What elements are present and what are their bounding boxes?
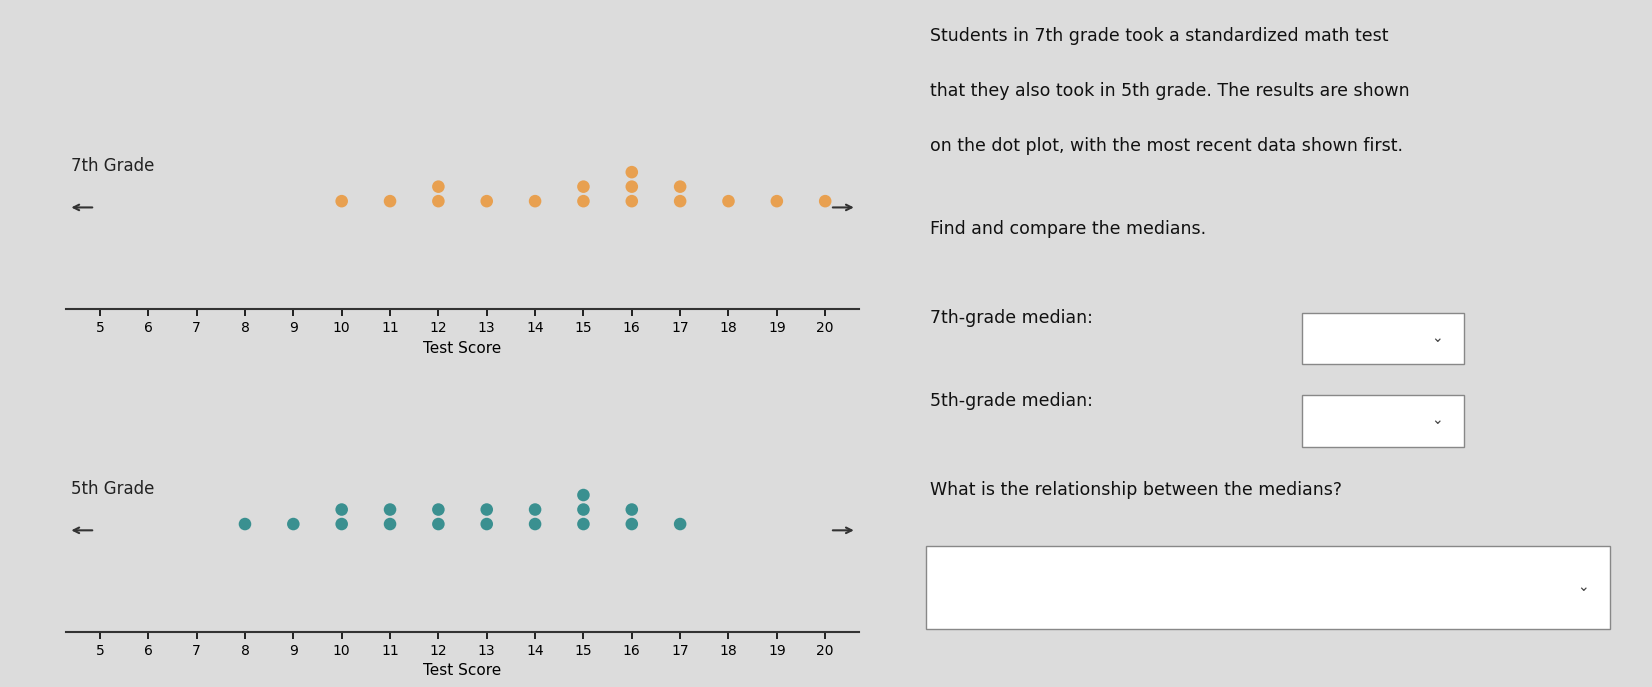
FancyBboxPatch shape (1302, 313, 1464, 364)
Text: What is the relationship between the medians?: What is the relationship between the med… (930, 481, 1341, 499)
Circle shape (433, 181, 444, 193)
Circle shape (383, 518, 396, 530)
Circle shape (674, 195, 687, 207)
Circle shape (674, 181, 687, 193)
Circle shape (577, 488, 590, 502)
Circle shape (481, 504, 492, 516)
Text: Find and compare the medians.: Find and compare the medians. (930, 220, 1206, 238)
Circle shape (433, 518, 444, 530)
Text: 7th Grade: 7th Grade (71, 157, 154, 175)
Circle shape (577, 181, 590, 193)
Circle shape (335, 195, 349, 207)
Circle shape (529, 504, 542, 516)
FancyBboxPatch shape (927, 546, 1609, 629)
Text: 7th-grade median:: 7th-grade median: (930, 309, 1092, 327)
Circle shape (383, 195, 396, 207)
Circle shape (433, 195, 444, 207)
Circle shape (674, 518, 687, 530)
Text: 5th Grade: 5th Grade (71, 480, 154, 498)
Circle shape (626, 195, 638, 207)
Text: ⌄: ⌄ (1431, 331, 1442, 345)
Circle shape (238, 518, 251, 530)
Text: ⌄: ⌄ (1578, 581, 1589, 594)
Circle shape (335, 518, 349, 530)
Circle shape (383, 504, 396, 516)
Circle shape (481, 518, 492, 530)
Circle shape (626, 166, 638, 179)
Circle shape (577, 504, 590, 516)
X-axis label: Test Score: Test Score (423, 664, 502, 678)
Circle shape (626, 181, 638, 193)
X-axis label: Test Score: Test Score (423, 341, 502, 355)
Text: 5th-grade median:: 5th-grade median: (930, 392, 1092, 409)
FancyBboxPatch shape (1302, 395, 1464, 447)
Circle shape (433, 504, 444, 516)
Circle shape (722, 195, 735, 207)
Circle shape (819, 195, 831, 207)
Text: ⌄: ⌄ (1431, 414, 1442, 427)
Circle shape (287, 518, 299, 530)
Circle shape (335, 504, 349, 516)
Circle shape (529, 195, 542, 207)
Circle shape (626, 504, 638, 516)
Circle shape (481, 195, 492, 207)
Circle shape (577, 518, 590, 530)
Circle shape (770, 195, 783, 207)
Text: Students in 7th grade took a standardized math test: Students in 7th grade took a standardize… (930, 27, 1388, 45)
Text: that they also took in 5th grade. The results are shown: that they also took in 5th grade. The re… (930, 82, 1409, 100)
Circle shape (577, 195, 590, 207)
Text: on the dot plot, with the most recent data shown first.: on the dot plot, with the most recent da… (930, 137, 1403, 155)
Circle shape (529, 518, 542, 530)
Circle shape (626, 518, 638, 530)
